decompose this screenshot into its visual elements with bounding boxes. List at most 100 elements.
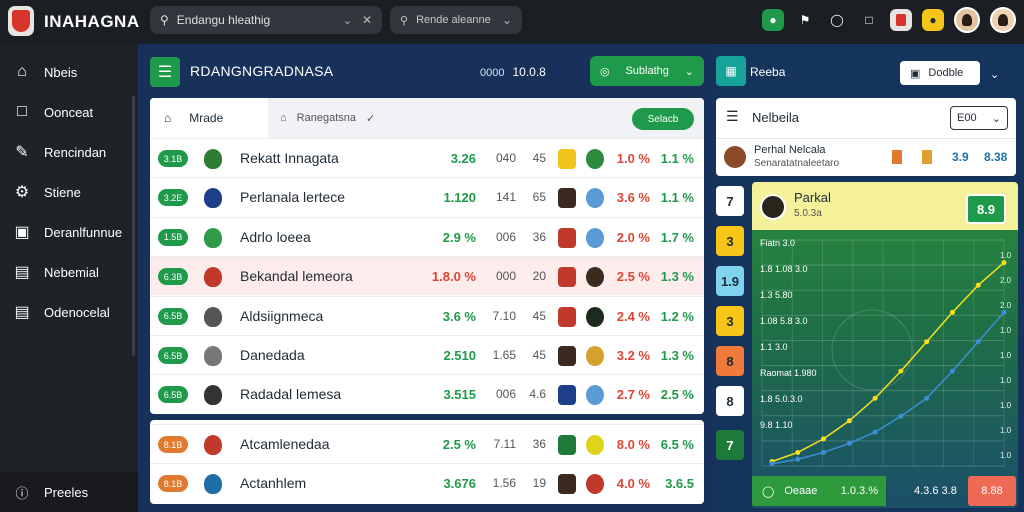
stat-b: 1.65 — [492, 348, 516, 362]
trophy-icon[interactable] — [890, 9, 912, 31]
stat-d: 2.4 % — [616, 308, 650, 324]
gear-icon: ⚙ — [14, 184, 30, 201]
avatar[interactable] — [990, 7, 1016, 33]
stat-b: 006 — [495, 229, 516, 244]
sidebar-item-document[interactable]: □ Oonceat — [0, 94, 134, 130]
chevron-down-icon[interactable]: ⌄ — [342, 14, 352, 27]
sidebar: ⌂ Nbeis □ Oonceat ✎ Rencindan ⚙ Stiene ▣… — [0, 44, 138, 512]
rank-badge: 3.1B — [158, 150, 188, 167]
player-icon — [586, 149, 604, 169]
sidebar-item-edit[interactable]: ✎ Rencindan — [0, 134, 134, 170]
data-point — [898, 368, 904, 374]
table-row[interactable]: 8.1B Actanhlem 3.676 1.56 19 4.0 % 3.6.5 — [150, 463, 704, 502]
stat-c: 20 — [532, 269, 546, 284]
grid-icon[interactable]: ▦ — [716, 56, 746, 86]
sidebar-scrollbar[interactable] — [132, 96, 135, 356]
double-button[interactable]: ▣ Dodble — [900, 61, 980, 85]
flag-icon[interactable]: ⚑ — [799, 13, 811, 27]
player-icon — [586, 385, 604, 406]
axis-label-left: 9.8 1.10 — [760, 420, 793, 430]
team-crest-icon — [204, 474, 222, 495]
chat-icon[interactable]: ● — [762, 9, 784, 31]
axis-label-left: Fiatn 3.0 — [760, 238, 795, 248]
sidebar-item-home[interactable]: ⌂ Nbeis — [0, 54, 134, 90]
select-button-label: Selacb — [647, 113, 679, 125]
chart-footer: ◯ Oeaae 1.0.3.% 4.3.6 3.8 8.88 — [752, 476, 1018, 506]
table-row[interactable]: 3.2E Perlanala lertece 1.120 141 65 3.6 % 1.1 … — [150, 177, 704, 216]
axis-label-left: 1.8 5.0.3.0 — [760, 394, 803, 404]
close-icon[interactable]: ✕ — [361, 13, 372, 27]
sort-dropdown[interactable]: ◎ Sublathg ⌄ — [590, 56, 704, 86]
score-chip[interactable]: 7 — [716, 186, 744, 216]
table-row[interactable]: 1.5B Adrlo loeea 2.9 % 006 36 2.0 % 1.7 % — [150, 216, 704, 256]
stat-c: 4.6 — [529, 387, 546, 402]
shield-icon[interactable]: ◯ — [830, 13, 844, 27]
player-icon — [558, 306, 576, 327]
score-chip[interactable]: 8 — [716, 346, 744, 376]
score-chip[interactable]: 8 — [716, 386, 744, 416]
chevron-down-icon: ⌄ — [991, 112, 1001, 125]
stat-c: 45 — [532, 348, 546, 362]
player-icon — [586, 188, 604, 209]
player-row[interactable]: Perhal Nelcala Senaratatnaleetaro 3.9 8.… — [716, 138, 1016, 176]
sidebar-footer[interactable]: ⓘ Preeles — [0, 472, 138, 512]
tab-second[interactable]: ⌂ Ranegatsna ✓ — [280, 98, 375, 138]
team-name: Bekandal lemeora — [240, 268, 353, 285]
coin-icon[interactable]: ● — [922, 9, 944, 31]
search-icon: ⚲ — [400, 14, 409, 27]
sidebar-item-settings[interactable]: ⚙ Stiene — [0, 174, 134, 210]
list-icon: ▤ — [14, 304, 30, 321]
score-chip[interactable]: 1.9 — [716, 266, 744, 296]
stat-e: 1.1 % — [660, 151, 694, 166]
double-button-label: Dodble — [928, 67, 964, 79]
tab-bar: ⌂ Mrade ⌂ Ranegatsna ✓ Selacb — [150, 98, 704, 138]
stat-e: 2.5 % — [660, 387, 694, 403]
sidebar-item-library[interactable]: ▤ Nebemial — [0, 254, 134, 290]
table-row[interactable]: 6.5B Radadal lemesa 3.515 006 4.6 2.7 % 2.5 % — [150, 374, 704, 413]
data-point — [795, 456, 801, 462]
tab-label: Ranegatsna — [296, 112, 356, 124]
data-point — [821, 436, 827, 442]
top-icon-group: ● ⚑ ◯ □ ● — [762, 6, 1016, 34]
calendar-icon: ▣ — [14, 224, 30, 241]
select-button[interactable]: Selacb — [632, 108, 694, 130]
axis-label-left: 1.8 1.08 3.0 — [760, 264, 808, 274]
score-chip[interactable]: 7 — [716, 430, 744, 460]
stat-d: 2.7 % — [616, 387, 650, 403]
stat-a: 2.510 — [443, 348, 476, 363]
menu-icon[interactable]: ☰ — [726, 108, 739, 124]
stat-a: 3.6 % — [442, 308, 476, 324]
avatar[interactable] — [954, 7, 980, 33]
filter-dropdown[interactable]: ⚲ Rende aleanne ⌄ — [390, 6, 522, 34]
app-logo[interactable] — [8, 6, 34, 36]
score-chip[interactable]: 3 — [716, 226, 744, 256]
search-input[interactable]: ⚲ Endangu hleathig ⌄ ✕ — [150, 6, 382, 34]
stat-c: 36 — [532, 437, 546, 451]
table-row[interactable]: 6.5B Aldsiignmeca 3.6 % 7.10 45 2.4 % 1.2 % — [150, 295, 704, 335]
stat-e: 1.7 % — [660, 229, 694, 245]
sidebar-item-label: Oonceat — [44, 104, 94, 120]
season-select[interactable]: E00 ⌄ — [950, 106, 1008, 130]
table-row[interactable]: 6.3B Bekandal lemeora 1.8.0 % 000 20 2.5 % 1.3… — [150, 256, 704, 296]
table-row[interactable]: 6.5B Danedada 2.510 1.65 45 3.2 % 1.3 % — [150, 335, 704, 374]
ranking-table-secondary: 8.1B Atcamlenedaa 2.5 % 7.11 36 8.0 % 6.5 % 8.1… — [150, 420, 704, 504]
footer-red-button[interactable]: 8.88 — [968, 476, 1016, 506]
team-name: Danedada — [240, 347, 305, 363]
tab-active[interactable]: ⌂ Mrade — [150, 98, 268, 138]
table-row[interactable]: 3.1B Rekatt Innagata 3.26 040 45 1.0 % 1.1 % — [150, 138, 704, 177]
menu-icon[interactable]: ☰ — [150, 57, 180, 87]
team-crest-icon — [204, 267, 222, 288]
score-chip[interactable]: 3 — [716, 306, 744, 336]
axis-label-left: 1.08 5.8 3.0 — [760, 316, 808, 326]
axis-label-left: 1.1 3.0 — [760, 342, 788, 352]
player-value-2: 8.38 — [984, 150, 1008, 164]
stat-a: 1.120 — [443, 190, 476, 206]
bookmark-icon[interactable]: □ — [865, 13, 873, 27]
sidebar-item-calendar[interactable]: ▣ Deranlfunnue — [0, 214, 134, 250]
stat-b: 7.10 — [492, 308, 516, 323]
chevron-down-icon[interactable]: ⌄ — [990, 69, 1000, 81]
footer-green[interactable]: ◯ Oeaae 1.0.3.% — [752, 476, 886, 506]
tab-label: Mrade — [189, 111, 224, 125]
table-row[interactable]: 8.1B Atcamlenedaa 2.5 % 7.11 36 8.0 % 6.5 % — [150, 424, 704, 463]
sidebar-item-list[interactable]: ▤ Odenocelal — [0, 294, 134, 330]
